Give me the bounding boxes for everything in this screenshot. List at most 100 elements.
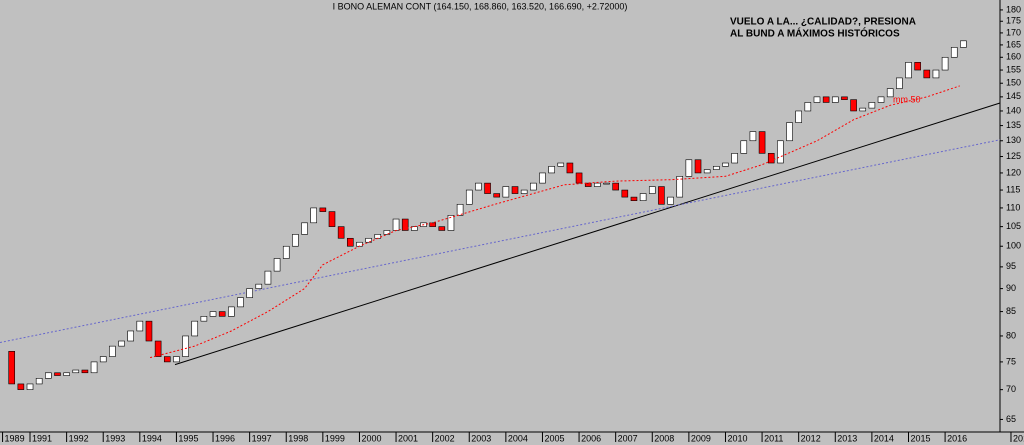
trendline: [0, 139, 1001, 343]
candle: [804, 102, 812, 112]
chart-title: I BONO ALEMAN CONT (164.150, 168.860, 16…: [333, 1, 628, 11]
x-tick-label: 2006: [581, 433, 601, 443]
x-tick-label: 201: [1013, 433, 1024, 443]
x-tick-label: 1994: [142, 433, 162, 443]
x-tick-label: 2004: [508, 433, 528, 443]
x-tick-label: 2007: [618, 433, 638, 443]
x-tick-label: 2015: [910, 433, 930, 443]
x-tick-label: 2008: [654, 433, 674, 443]
candle: [337, 226, 345, 239]
x-tick-label: 1999: [325, 433, 345, 443]
y-tick-label: 155: [1006, 64, 1021, 74]
annotation: VUELO A LA... ¿CALIDAD?, PRESIONA: [730, 17, 916, 28]
candle: [72, 369, 80, 374]
x-tick-label: 1992: [69, 433, 89, 443]
candle: [767, 153, 775, 164]
x-tick-label: 1997: [252, 433, 272, 443]
candle: [923, 69, 931, 79]
y-tick-label: 105: [1006, 221, 1021, 231]
y-tick-label: 160: [1006, 52, 1021, 62]
y-tick-label: 150: [1006, 78, 1021, 88]
candle: [584, 182, 592, 187]
candle: [264, 270, 272, 285]
candle: [328, 211, 336, 227]
candle: [301, 222, 308, 235]
candle: [429, 222, 436, 227]
candle: [218, 311, 226, 317]
x-tick-label: 1991: [32, 433, 52, 443]
candle: [850, 99, 857, 112]
x-tick-label: 2000: [361, 433, 381, 443]
candle: [365, 237, 372, 243]
candle: [786, 122, 793, 142]
candle: [237, 297, 244, 308]
candle: [676, 176, 684, 198]
y-tick-label: 180: [1006, 4, 1021, 14]
candle: [109, 345, 116, 357]
candle: [228, 306, 235, 317]
candle: [310, 207, 317, 224]
x-tick-label: 2014: [874, 433, 894, 443]
x-tick-label: 2005: [544, 433, 564, 443]
candle: [621, 189, 629, 198]
candle: [8, 351, 16, 385]
candle: [685, 159, 693, 177]
candle: [374, 234, 382, 239]
candle: [17, 383, 25, 390]
candle: [777, 140, 784, 164]
candle: [484, 182, 491, 194]
candle: [520, 189, 528, 194]
candle: [90, 361, 98, 374]
candle: [273, 258, 281, 272]
candle: [575, 172, 583, 184]
x-tick-label: 2011: [764, 433, 783, 443]
candle: [731, 153, 738, 164]
y-tick-label: 80: [1006, 330, 1016, 340]
y-tick-label: 75: [1006, 356, 1016, 366]
candle: [859, 107, 867, 112]
candle: [319, 207, 327, 212]
x-tick-label: 2016: [947, 433, 967, 443]
candle: [941, 56, 949, 71]
y-tick-label: 65: [1006, 414, 1016, 424]
candle: [831, 96, 839, 103]
x-tick-label: 1993: [105, 433, 125, 443]
candle: [905, 62, 912, 79]
candle: [877, 96, 885, 103]
y-tick-label: 120: [1006, 167, 1021, 177]
candle: [749, 131, 757, 142]
candle: [45, 372, 52, 379]
candle: [758, 131, 766, 154]
candle: [35, 378, 43, 385]
candle: [292, 234, 299, 247]
candle: [475, 182, 482, 191]
candle: [813, 96, 821, 103]
candle: [346, 237, 354, 247]
candle: [511, 186, 519, 194]
candle: [658, 186, 665, 205]
candle: [255, 283, 263, 289]
x-tick-label: 1996: [215, 433, 235, 443]
y-tick-label: 70: [1006, 384, 1016, 394]
candle: [594, 182, 601, 187]
x-tick-label: 1989: [5, 433, 25, 443]
candle: [411, 226, 418, 231]
candle: [282, 245, 290, 259]
y-tick-label: 140: [1006, 105, 1021, 115]
candle: [26, 383, 34, 390]
y-tick-label: 170: [1006, 27, 1021, 37]
candle: [722, 162, 729, 167]
candle: [950, 47, 958, 58]
candle: [209, 311, 217, 317]
candle: [54, 372, 61, 376]
candle: [127, 330, 134, 342]
candle: [566, 162, 574, 174]
y-tick-label: 175: [1006, 16, 1021, 26]
x-tick-label: 2009: [691, 433, 711, 443]
x-tick-label: 2001: [398, 433, 418, 443]
candle: [896, 77, 903, 89]
candle: [639, 193, 647, 201]
candle: [795, 110, 802, 123]
x-tick-label: 2003: [471, 433, 491, 443]
